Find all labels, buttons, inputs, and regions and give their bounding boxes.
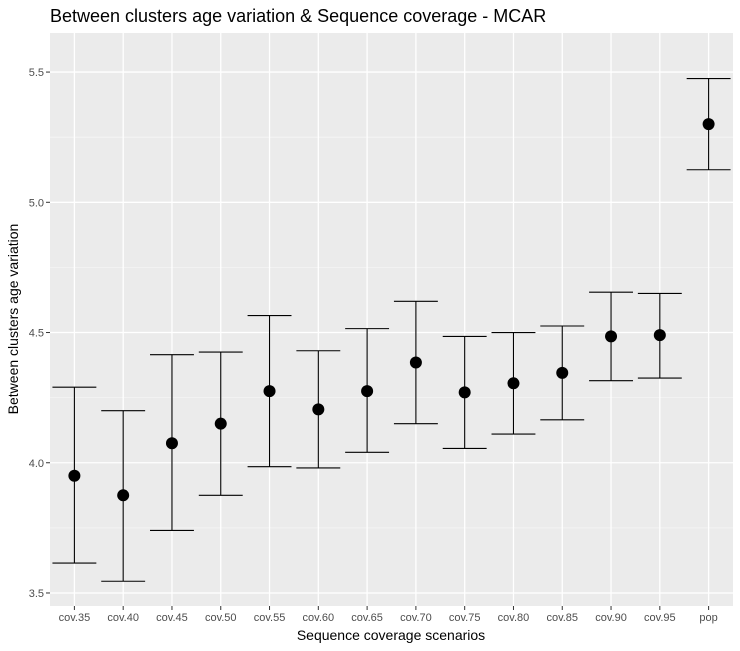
y-axis-title: Between clusters age variation bbox=[5, 224, 21, 415]
x-tick-label: pop bbox=[699, 612, 717, 624]
plot-panel bbox=[50, 33, 733, 606]
data-point bbox=[702, 118, 715, 131]
data-point bbox=[68, 469, 81, 482]
y-tick-label: 5.5 bbox=[29, 67, 44, 79]
x-tick-label: cov.80 bbox=[498, 612, 530, 624]
grid-minor bbox=[50, 136, 733, 529]
data-points bbox=[68, 118, 715, 502]
data-point bbox=[361, 385, 374, 398]
data-point bbox=[214, 417, 227, 430]
data-point bbox=[409, 356, 422, 369]
data-point bbox=[556, 366, 569, 379]
x-tick-label: cov.50 bbox=[205, 612, 237, 624]
data-point bbox=[117, 489, 130, 502]
data-point bbox=[507, 377, 520, 390]
chart-title: Between clusters age variation & Sequenc… bbox=[50, 6, 546, 26]
x-tick-label: cov.40 bbox=[107, 612, 139, 624]
y-tick-label: 5.0 bbox=[29, 197, 44, 209]
data-point bbox=[312, 403, 325, 416]
data-point bbox=[458, 386, 471, 399]
y-axis: 3.5 4.0 4.5 5.0 5.5 bbox=[29, 67, 50, 600]
x-tick-label: cov.95 bbox=[644, 612, 676, 624]
y-tick-label: 4.0 bbox=[29, 458, 44, 470]
x-tick-label: cov.60 bbox=[303, 612, 335, 624]
x-tick-label: cov.55 bbox=[254, 612, 286, 624]
data-point bbox=[165, 437, 178, 450]
x-axis: cov.35 cov.40 cov.45 cov.50 cov.55 cov.60 cov.… bbox=[59, 606, 718, 624]
x-tick-label: cov.85 bbox=[546, 612, 578, 624]
data-point bbox=[653, 329, 666, 342]
data-point bbox=[605, 330, 618, 343]
y-tick-label: 4.5 bbox=[29, 328, 44, 340]
y-tick-label: 3.5 bbox=[29, 588, 44, 600]
x-tick-label: cov.35 bbox=[59, 612, 91, 624]
x-tick-label: cov.70 bbox=[400, 612, 432, 624]
data-point bbox=[263, 385, 276, 398]
x-tick-label: cov.90 bbox=[595, 612, 627, 624]
x-axis-title: Sequence coverage scenarios bbox=[297, 627, 485, 643]
x-tick-label: cov.65 bbox=[351, 612, 383, 624]
x-tick-label: cov.45 bbox=[156, 612, 188, 624]
x-tick-label: cov.75 bbox=[449, 612, 481, 624]
